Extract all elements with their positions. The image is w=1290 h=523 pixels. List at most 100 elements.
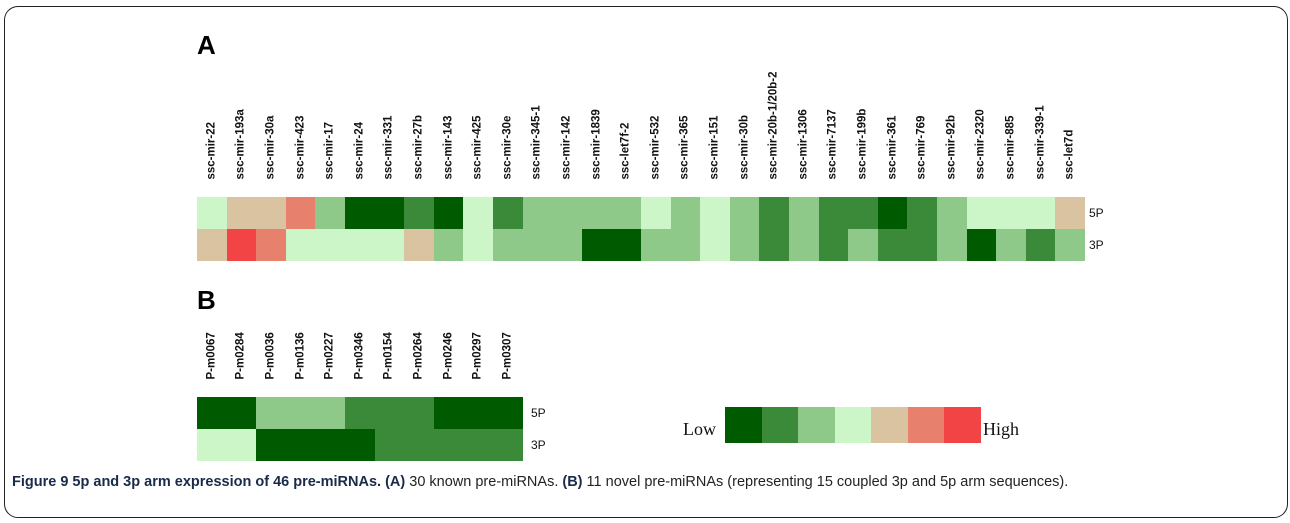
heatmap-cell [581, 229, 612, 261]
caption-part-b-tag: (B) [562, 474, 583, 490]
column-label: ssc-mir-199b [856, 108, 869, 180]
heatmap-cell [1055, 197, 1086, 229]
legend-swatch [761, 407, 799, 443]
column-label: ssc-mir-24 [353, 121, 366, 180]
heatmap-cell [345, 229, 375, 261]
heatmap-cell [552, 229, 583, 261]
caption-title: Figure 9 5p and 3p arm expression of 46 … [12, 474, 382, 490]
heatmap-cell [907, 197, 938, 229]
heatmap-cell [818, 229, 849, 261]
heatmap-cell [493, 429, 523, 461]
heatmap-cell [404, 397, 435, 429]
heatmap-cell [789, 229, 819, 261]
heatmap-cell [996, 197, 1027, 229]
column-label: ssc-mir-425 [471, 115, 484, 180]
heatmap-cell [937, 197, 967, 229]
heatmap-cell [581, 197, 612, 229]
column-label: ssc-mir-361 [886, 115, 899, 180]
heatmap-cell [463, 397, 494, 429]
heatmap-cell [522, 229, 553, 261]
column-label: P-m0307 [501, 332, 514, 380]
column-label: ssc-mir-30a [264, 115, 277, 180]
heatmap-cell [345, 429, 375, 461]
legend-swatch [725, 407, 762, 443]
heatmap-cell [285, 229, 316, 261]
heatmap-cell [433, 429, 464, 461]
column-label: ssc-let7d [1063, 129, 1076, 180]
heatmap-cell [877, 229, 908, 261]
heatmap-cell [611, 197, 642, 229]
column-label: ssc-mir-1306 [797, 109, 810, 180]
heatmap-cell [877, 197, 908, 229]
row-label: 5P [531, 406, 546, 420]
column-label: P-m0246 [442, 332, 455, 380]
heatmap-cell [404, 229, 435, 261]
heatmap-cell [700, 229, 731, 261]
heatmap-cell [670, 197, 701, 229]
column-label: ssc-mir-365 [678, 115, 691, 180]
heatmap-cell [996, 229, 1027, 261]
heatmap-cell [433, 397, 464, 429]
heatmap-cell [463, 429, 494, 461]
heatmap-cell [700, 197, 731, 229]
column-label: ssc-mir-17 [323, 121, 336, 180]
column-label: ssc-mir-345-1 [530, 105, 543, 180]
panel-a-label: A [197, 30, 216, 60]
heatmap-cell [670, 229, 701, 261]
legend-swatch [798, 407, 835, 443]
heatmap-cell [226, 229, 257, 261]
heatmap-cell [197, 229, 227, 261]
legend-low-label: Low [683, 419, 716, 439]
legend-high-label: High [983, 419, 1019, 439]
heatmap-cell [197, 397, 227, 429]
heatmap-cell [552, 197, 583, 229]
heatmap-cell [759, 229, 790, 261]
column-label: ssc-mir-339-1 [1034, 105, 1047, 180]
legend-swatch [907, 407, 945, 443]
heatmap-cell [345, 197, 375, 229]
heatmap-cell [256, 229, 287, 261]
heatmap-cell [1025, 229, 1056, 261]
row-label: 3P [531, 438, 546, 452]
column-label: P-m0067 [205, 332, 218, 380]
heatmap-cell [789, 197, 819, 229]
heatmap-cell [315, 429, 346, 461]
heatmap-cell [433, 197, 464, 229]
heatmap-cell [197, 429, 227, 461]
heatmap-cell [256, 429, 287, 461]
heatmap-cell [197, 197, 227, 229]
column-label: ssc-mir-143 [442, 115, 455, 180]
heatmap-cell [226, 197, 257, 229]
column-label: ssc-mir-20b-1/20b-2 [767, 71, 780, 180]
heatmap-cell [848, 197, 879, 229]
heatmap-cell [345, 397, 375, 429]
column-label: ssc-mir-1839 [590, 109, 603, 180]
column-label: P-m0346 [353, 332, 366, 380]
heatmap-cell [522, 197, 553, 229]
column-label: ssc-mir-2320 [974, 109, 987, 180]
column-label: P-m0264 [412, 332, 425, 380]
heatmap-cell [1055, 229, 1086, 261]
heatmap-cell [404, 429, 435, 461]
column-label: P-m0154 [382, 332, 395, 380]
column-label: ssc-mir-30b [738, 114, 751, 180]
column-label: ssc-mir-92b [945, 114, 958, 180]
heatmap-cell [433, 229, 464, 261]
heatmap-cell [493, 197, 523, 229]
heatmap-cell [493, 229, 523, 261]
heatmap-cell [315, 197, 346, 229]
column-label: ssc-mir-193a [234, 109, 247, 180]
column-label: ssc-mir-423 [294, 115, 307, 180]
legend-swatch [834, 407, 872, 443]
heatmap-cell [463, 197, 494, 229]
column-label: ssc-mir-769 [915, 115, 928, 180]
heatmap-cell [463, 229, 494, 261]
heatmap-cell [226, 397, 257, 429]
heatmap-cell [907, 229, 938, 261]
column-label: ssc-let7f-2 [619, 122, 632, 180]
column-label: ssc-mir-27b [412, 114, 425, 180]
column-label: ssc-mir-151 [708, 115, 721, 180]
legend-swatch [944, 407, 981, 443]
heatmap-cell [315, 229, 346, 261]
heatmap-cell [641, 197, 671, 229]
